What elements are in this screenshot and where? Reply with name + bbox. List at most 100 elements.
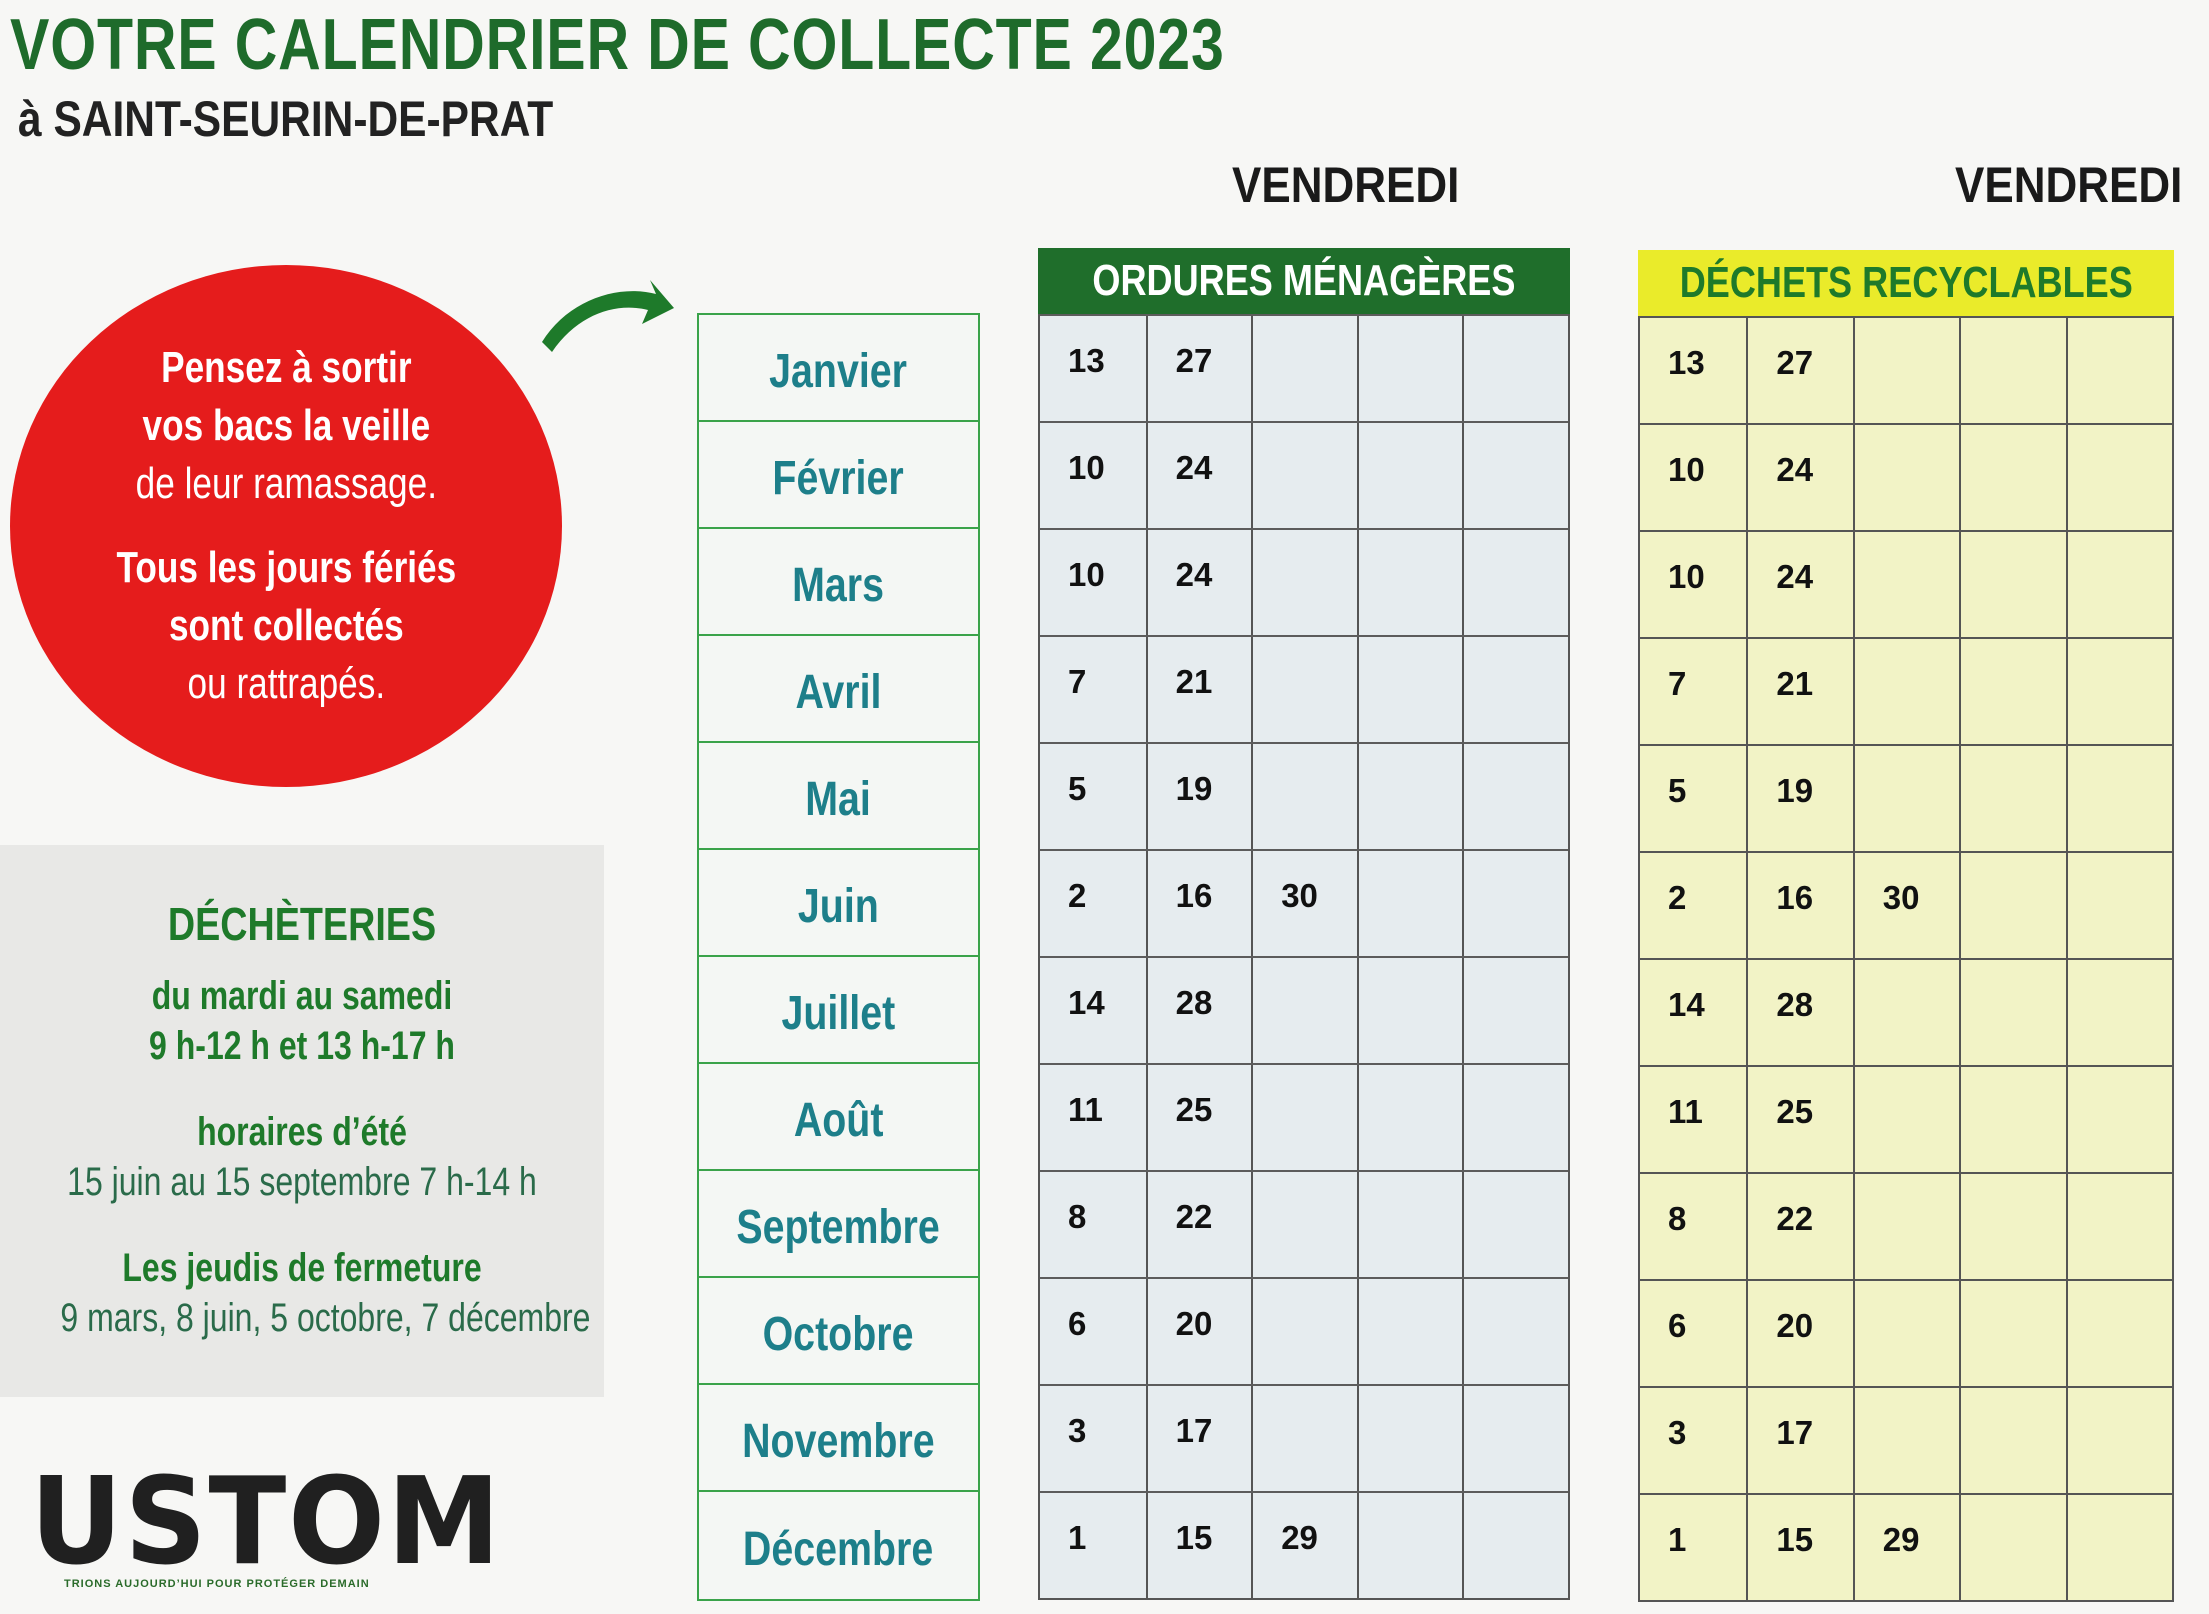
table-row: 1 15 29	[1640, 1493, 2172, 1600]
decheteries-summer-hours: 15 juin au 15 septembre 7 h-14 h	[67, 1160, 537, 1204]
month-cell: Avril	[699, 636, 978, 743]
date-cell	[2065, 425, 2172, 530]
date-cell: 29	[1251, 1493, 1357, 1598]
date-cell	[2065, 1067, 2172, 1172]
date-cell: 5	[1668, 772, 1687, 809]
month-cell: Février	[699, 422, 978, 529]
table-row: 2 16 30	[1640, 851, 2172, 958]
date-cell: 1	[1668, 1521, 1687, 1558]
date-cell: 24	[1746, 532, 1852, 637]
date-cell: 11	[1668, 1093, 1703, 1130]
date-cell: 14	[1068, 984, 1105, 1021]
table-row: 3 17	[1040, 1384, 1568, 1491]
month-label: Juin	[798, 880, 879, 933]
decheteries-summer-title: horaires d’été	[197, 1110, 407, 1154]
reminder-circle: Pensez à sortir vos bacs la veille de le…	[10, 265, 562, 787]
date-cell	[1356, 958, 1463, 1063]
month-cell: Janvier	[699, 315, 978, 422]
date-cell	[1852, 960, 1959, 1065]
date-cell: 16	[1145, 851, 1252, 956]
page-title: VOTRE CALENDRIER DE COLLECTE 2023	[10, 5, 1225, 85]
date-cell	[1959, 853, 2065, 958]
date-cell	[1852, 1388, 1959, 1493]
logo-wordmark: USTOM	[30, 1453, 503, 1592]
table-row: 11 25	[1040, 1063, 1568, 1170]
date-cell	[1959, 532, 2065, 637]
ordures-header: ORDURES MÉNAGÈRES	[1038, 248, 1570, 314]
date-cell	[1852, 1067, 1959, 1172]
decheteries-title: DÉCHÈTERIES	[167, 898, 437, 950]
table-row: 10 24	[1640, 530, 2172, 637]
month-cell: Mars	[699, 529, 978, 636]
date-cell	[1251, 316, 1357, 421]
months-column: Janvier Février Mars Avril Mai Juin Juillet Aoû…	[697, 313, 980, 1601]
date-cell	[1462, 1065, 1568, 1170]
date-cell	[2065, 1174, 2172, 1279]
date-cell	[1959, 1281, 2065, 1386]
table-row: 10 24	[1040, 421, 1568, 528]
month-label: Mai	[805, 773, 872, 826]
date-cell	[1356, 1279, 1463, 1384]
date-cell	[1959, 1067, 2065, 1172]
date-cell	[1356, 316, 1463, 421]
table-row: 14 28	[1040, 956, 1568, 1063]
date-cell: 30	[1251, 851, 1357, 956]
date-cell	[1251, 1172, 1357, 1277]
date-cell	[1462, 1386, 1568, 1491]
date-cell	[1356, 1493, 1463, 1598]
page-subtitle: à SAINT-SEURIN-DE-PRAT	[18, 91, 554, 147]
month-cell: Mai	[699, 743, 978, 850]
month-label: Octobre	[763, 1308, 914, 1361]
table-row: 1 15 29	[1040, 1491, 1568, 1598]
date-cell	[2065, 746, 2172, 851]
date-cell: 7	[1068, 663, 1087, 700]
date-cell: 27	[1145, 316, 1252, 421]
date-cell: 25	[1746, 1067, 1852, 1172]
date-cell: 22	[1746, 1174, 1852, 1279]
table-row: 10 24	[1040, 528, 1568, 635]
date-cell	[1462, 530, 1568, 635]
date-cell: 6	[1068, 1305, 1087, 1342]
month-label: Novembre	[742, 1415, 935, 1468]
date-cell	[1852, 639, 1959, 744]
table-row: 13 27	[1040, 314, 1568, 421]
date-cell	[1852, 318, 1959, 423]
date-cell: 1	[1068, 1519, 1087, 1556]
date-cell	[1356, 530, 1463, 635]
date-cell: 13	[1668, 344, 1705, 381]
date-cell	[1462, 744, 1568, 849]
date-cell	[2065, 639, 2172, 744]
date-cell	[1959, 639, 2065, 744]
date-cell	[1462, 1279, 1568, 1384]
table-row: 11 25	[1640, 1065, 2172, 1172]
date-cell: 21	[1145, 637, 1252, 742]
date-cell	[2065, 532, 2172, 637]
table-row: 8 22	[1640, 1172, 2172, 1279]
date-cell	[1462, 316, 1568, 421]
month-cell: Novembre	[699, 1385, 978, 1492]
date-cell: 3	[1068, 1412, 1087, 1449]
date-cell	[2065, 960, 2172, 1065]
date-cell	[1356, 1065, 1463, 1170]
month-cell: Décembre	[699, 1492, 978, 1599]
month-label: Mars	[792, 559, 885, 612]
date-cell: 2	[1068, 877, 1087, 914]
dechets-recyclables-table: DÉCHETS RECYCLABLES 13 27 10 24 10 24 7 21 5 19 2 1…	[1638, 250, 2174, 1602]
date-cell	[1959, 746, 2065, 851]
date-cell	[2065, 853, 2172, 958]
date-cell: 10	[1068, 449, 1105, 486]
date-cell: 28	[1145, 958, 1252, 1063]
date-cell: 10	[1068, 556, 1105, 593]
date-cell: 8	[1068, 1198, 1087, 1235]
date-cell: 24	[1746, 425, 1852, 530]
reminder-line: vos bacs la veille	[142, 401, 430, 450]
date-cell	[2065, 1281, 2172, 1386]
date-cell	[1356, 1386, 1463, 1491]
day-label-recyclables: VENDREDI	[1955, 157, 2183, 213]
date-cell	[1356, 1172, 1463, 1277]
table-row: 2 16 30	[1040, 849, 1568, 956]
decheteries-hours: 9 h-12 h et 13 h-17 h	[149, 1024, 455, 1068]
table-row: 14 28	[1640, 958, 2172, 1065]
ordures-header-label: ORDURES MÉNAGÈRES	[1092, 256, 1516, 305]
month-cell: Juillet	[699, 957, 978, 1064]
